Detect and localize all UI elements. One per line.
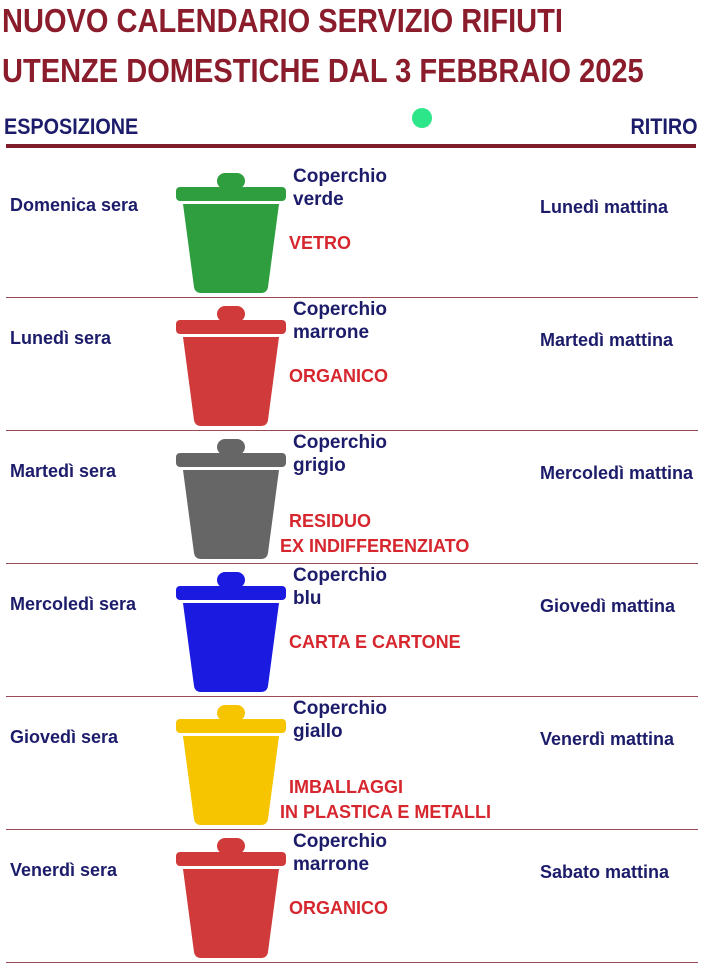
trash-bin-icon: [176, 572, 286, 692]
lid-label-line1: Coperchio: [293, 432, 387, 453]
exposure-day: Lunedì sera: [10, 328, 112, 348]
bin-lid-handle: [217, 306, 245, 322]
lid-label-line1: Coperchio: [293, 698, 387, 719]
schedule-row: Giovedì sera Coperchio giallo IMBALLAGGI…: [0, 697, 720, 830]
lid-label-line1: Coperchio: [293, 166, 387, 187]
lid-label-line2: marrone: [293, 854, 370, 875]
bin-lid: [176, 852, 286, 866]
schedule-row: Venerdì sera Coperchio marrone ORGANICO …: [0, 830, 720, 963]
trash-bin-icon: [176, 439, 286, 559]
schedule-row: Mercoledì sera Coperchio blu CARTA E CAR…: [0, 564, 720, 697]
trash-bin-icon: [176, 838, 286, 958]
page-subtitle: UTENZE DOMESTICHE DAL 3 FEBBRAIO 2025: [2, 52, 644, 89]
lid-color-label: Coperchio marrone: [293, 298, 387, 344]
green-dot-marker: [412, 108, 432, 128]
waste-type-line1: ORGANICO: [289, 366, 388, 386]
bin-body: [183, 204, 279, 293]
bin-lid: [176, 719, 286, 733]
bin-body: [183, 470, 279, 559]
bin-body: [183, 736, 279, 825]
bin-lid-handle: [217, 173, 245, 189]
column-header-esposizione: ESPOSIZIONE: [4, 114, 139, 139]
pickup-day: Mercoledì mattina: [540, 463, 694, 483]
bin-lid: [176, 586, 286, 600]
row-divider: [6, 296, 698, 298]
bin-lid: [176, 453, 286, 467]
waste-type-line1: IMBALLAGGI: [289, 777, 403, 797]
bin-lid-handle: [217, 439, 245, 455]
schedule-row: Martedì sera Coperchio grigio RESIDUO EX…: [0, 431, 720, 564]
lid-label-line2: blu: [293, 588, 322, 609]
lid-color-label: Coperchio blu: [293, 564, 387, 610]
exposure-day: Martedì sera: [10, 461, 117, 481]
pickup-day: Lunedì mattina: [540, 197, 669, 217]
bin-lid-handle: [217, 838, 245, 854]
bin-lid-handle: [217, 572, 245, 588]
row-divider: [6, 562, 698, 564]
bin-body: [183, 337, 279, 426]
pickup-day: Sabato mattina: [540, 862, 670, 882]
bin-body: [183, 869, 279, 958]
schedule-row: Domenica sera Coperchio verde VETRO Lune…: [0, 165, 720, 298]
waste-type-line2: IN PLASTICA E METALLI: [280, 802, 491, 822]
lid-label-line2: marrone: [293, 322, 370, 343]
trash-bin-icon: [176, 306, 286, 426]
waste-type-line1: VETRO: [289, 233, 352, 253]
row-divider: [6, 695, 698, 697]
waste-type: ORGANICO: [289, 896, 388, 921]
waste-type-line1: RESIDUO: [289, 511, 372, 531]
waste-type: ORGANICO: [289, 364, 388, 389]
trash-bin-icon: [176, 705, 286, 825]
lid-label-line2: verde: [293, 189, 344, 210]
bin-lid: [176, 320, 286, 334]
waste-type-line2: EX INDIFFERENZIATO: [280, 536, 470, 556]
exposure-day: Giovedì sera: [10, 727, 119, 747]
trash-bin-icon: [176, 173, 286, 293]
row-divider: [6, 961, 698, 963]
exposure-day: Venerdì sera: [10, 860, 118, 880]
bin-lid: [176, 187, 286, 201]
waste-type-line1: CARTA E CARTONE: [289, 632, 461, 652]
lid-color-label: Coperchio grigio: [293, 431, 387, 477]
lid-label-line1: Coperchio: [293, 565, 387, 586]
row-divider: [6, 429, 698, 431]
waste-type-line1: ORGANICO: [289, 898, 388, 918]
exposure-day: Mercoledì sera: [10, 594, 137, 614]
pickup-day: Venerdì mattina: [540, 729, 675, 749]
bin-body: [183, 603, 279, 692]
lid-label-line2: grigio: [293, 455, 346, 476]
waste-type: IMBALLAGGI IN PLASTICA E METALLI: [280, 775, 491, 825]
pickup-day: Martedì mattina: [540, 330, 674, 350]
lid-label-line2: giallo: [293, 721, 343, 742]
lid-label-line1: Coperchio: [293, 299, 387, 320]
column-header-ritiro: RITIRO: [630, 114, 698, 139]
waste-type: VETRO: [289, 231, 351, 256]
schedule-row: Lunedì sera Coperchio marrone ORGANICO M…: [0, 298, 720, 431]
row-divider: [6, 828, 698, 830]
waste-type: RESIDUO EX INDIFFERENZIATO: [280, 509, 469, 559]
bin-lid-handle: [217, 705, 245, 721]
header-divider: [6, 144, 696, 148]
lid-color-label: Coperchio verde: [293, 165, 387, 211]
page-title: NUOVO CALENDARIO SERVIZIO RIFIUTI: [2, 2, 563, 39]
lid-label-line1: Coperchio: [293, 831, 387, 852]
lid-color-label: Coperchio marrone: [293, 830, 387, 876]
waste-type: CARTA E CARTONE: [289, 630, 461, 655]
pickup-day: Giovedì mattina: [540, 596, 676, 616]
lid-color-label: Coperchio giallo: [293, 697, 387, 743]
exposure-day: Domenica sera: [10, 195, 139, 215]
